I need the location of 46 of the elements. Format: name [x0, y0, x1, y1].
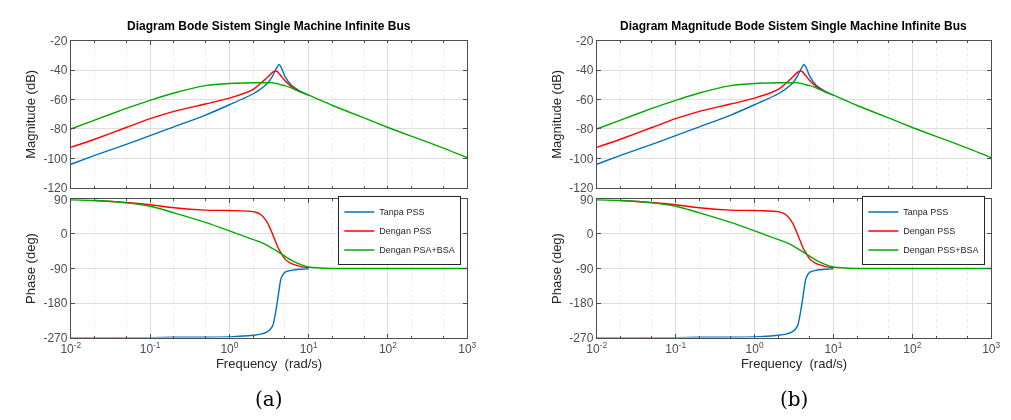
legend-label: Tanpa PSS — [903, 207, 949, 218]
x-tick-label: 10$^{1}$ — [299, 339, 319, 356]
legend-label: Dengan PSS — [903, 226, 956, 237]
y-tick-label: -100 — [43, 151, 68, 166]
y-tick-label: -90 — [576, 261, 594, 276]
y-axis-title: Phase (deg) — [549, 233, 565, 304]
y-tick-label: -20 — [50, 34, 68, 49]
x-tick-label: 10$^{0}$ — [745, 339, 764, 356]
legend-label: Dengan PSS+BSA — [903, 245, 979, 256]
y-axis-title: Magnitude (dB) — [549, 69, 565, 159]
chart-title: Diagram Magnitude Bode Sistem Single Machine Infinite Bus — [620, 19, 968, 33]
y-tick-label: -80 — [576, 122, 594, 137]
y-tick-label: 0 — [586, 227, 594, 242]
y-tick-label: -180 — [43, 296, 68, 311]
y-tick-label: 90 — [54, 192, 68, 207]
x-tick-label: 10$^{1}$ — [824, 339, 843, 356]
x-tick-label: 10$^{-1}$ — [139, 339, 161, 356]
y-tick-label: -60 — [576, 92, 594, 107]
y-axis-title: Phase (deg) — [23, 233, 39, 304]
legend-label: Dengan PSS — [379, 226, 432, 237]
chart-title: Diagram Bode Sistem Single Machine Infinite Bus — [127, 19, 411, 33]
legend-label: Tanpa PSS — [379, 207, 425, 218]
x-tick-label: 10$^{0}$ — [220, 339, 239, 356]
x-tick-label: 10$^{-1}$ — [665, 339, 687, 356]
y-tick-label: -120 — [43, 180, 68, 195]
y-tick-label: -80 — [50, 122, 68, 137]
y-tick-label: -90 — [50, 261, 68, 276]
y-tick-label: -40 — [576, 63, 594, 78]
y-tick-label: -180 — [569, 296, 594, 311]
y-tick-label: 90 — [580, 192, 594, 207]
x-tick-label: 10$^{3}$ — [458, 339, 477, 356]
x-axis-title: Frequency (rad/s) — [215, 356, 323, 371]
y-tick-label: -120 — [569, 180, 594, 195]
y-tick-label: 0 — [60, 227, 68, 242]
x-axis-title: Frequency (rad/s) — [740, 356, 848, 371]
y-tick-label: -40 — [50, 63, 68, 78]
y-axis-title: Magnitude (dB) — [23, 69, 39, 159]
x-tick-label: 10$^{3}$ — [982, 339, 1001, 356]
text: (b) — [780, 387, 809, 411]
x-tick-label: 10$^{2}$ — [903, 339, 922, 356]
y-tick-label: -100 — [569, 151, 594, 166]
x-tick-label: 10$^{2}$ — [378, 339, 398, 356]
y-tick-label: -20 — [576, 34, 594, 49]
y-tick-label: -60 — [50, 92, 68, 107]
text: (a) — [255, 387, 283, 411]
legend-label: Dengan PSA+BSA — [379, 245, 455, 256]
